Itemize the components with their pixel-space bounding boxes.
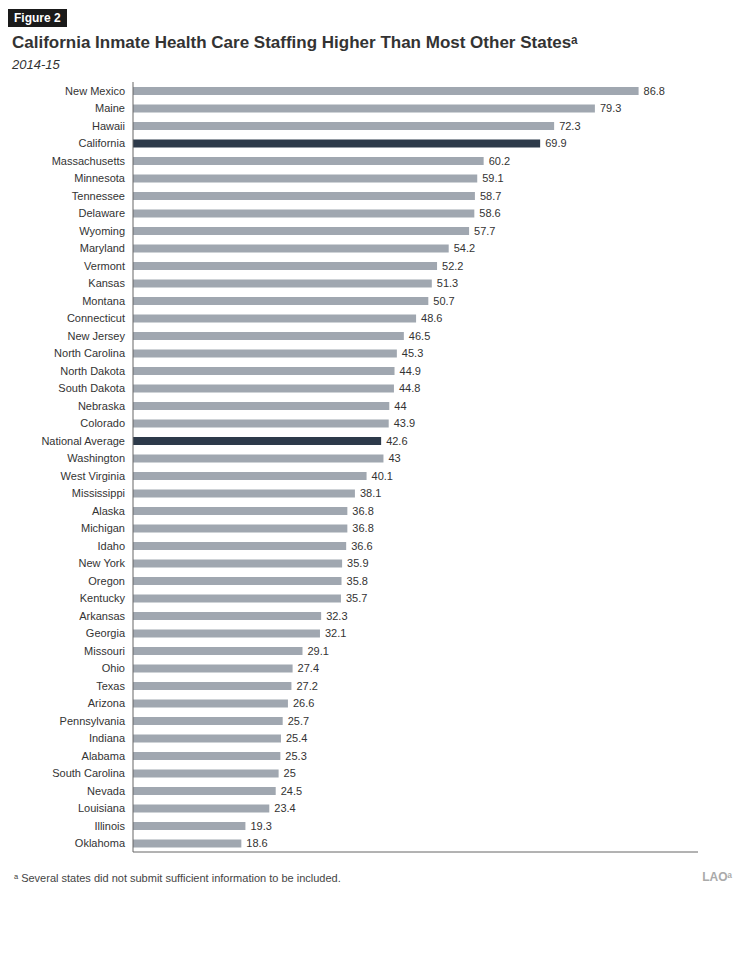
svg-text:18.6: 18.6 <box>246 837 267 849</box>
svg-text:Washington: Washington <box>67 452 125 464</box>
svg-text:48.6: 48.6 <box>421 312 442 324</box>
svg-text:52.2: 52.2 <box>442 260 463 272</box>
svg-text:51.3: 51.3 <box>437 277 458 289</box>
svg-text:23.4: 23.4 <box>274 802 295 814</box>
svg-text:Illinois: Illinois <box>94 820 125 832</box>
svg-text:Michigan: Michigan <box>81 522 125 534</box>
svg-text:Kansas: Kansas <box>88 277 125 289</box>
svg-text:National Average: National Average <box>41 435 125 447</box>
svg-text:Missouri: Missouri <box>84 645 125 657</box>
svg-text:Alabama: Alabama <box>82 750 126 762</box>
svg-text:Idaho: Idaho <box>97 540 125 552</box>
svg-text:59.1: 59.1 <box>482 172 503 184</box>
svg-text:Vermont: Vermont <box>84 260 125 272</box>
svg-text:79.3: 79.3 <box>600 102 621 114</box>
svg-text:43.9: 43.9 <box>394 417 415 429</box>
svg-text:South Carolina: South Carolina <box>52 767 126 779</box>
svg-text:Hawaii: Hawaii <box>92 120 125 132</box>
html-text:LAOᵃ: LAOᵃ <box>702 870 732 884</box>
svg-text:38.1: 38.1 <box>360 487 381 499</box>
svg-text:New York: New York <box>79 557 126 569</box>
svg-text:36.6: 36.6 <box>351 540 372 552</box>
svg-text:Georgia: Georgia <box>86 627 126 639</box>
svg-text:North Carolina: North Carolina <box>54 347 126 359</box>
html-text:2014-15: 2014-15 <box>12 57 60 72</box>
svg-text:Kentucky: Kentucky <box>80 592 126 604</box>
html-text:ᵃ Several states did not submi: ᵃ Several states did not submit sufficie… <box>14 872 341 884</box>
svg-text:Wyoming: Wyoming <box>79 225 125 237</box>
svg-text:Nebraska: Nebraska <box>78 400 126 412</box>
svg-text:35.9: 35.9 <box>347 557 368 569</box>
svg-text:60.2: 60.2 <box>489 155 510 167</box>
svg-text:Tennessee: Tennessee <box>72 190 125 202</box>
svg-text:44: 44 <box>394 400 406 412</box>
svg-text:Maine: Maine <box>95 102 125 114</box>
svg-text:44.9: 44.9 <box>400 365 421 377</box>
svg-text:24.5: 24.5 <box>281 785 302 797</box>
svg-text:58.6: 58.6 <box>479 207 500 219</box>
svg-text:West Virginia: West Virginia <box>61 470 126 482</box>
svg-text:58.7: 58.7 <box>480 190 501 202</box>
svg-text:Texas: Texas <box>96 680 125 692</box>
svg-text:43: 43 <box>388 452 400 464</box>
svg-text:Oklahoma: Oklahoma <box>75 837 126 849</box>
svg-text:Pennsylvania: Pennsylvania <box>60 715 126 727</box>
svg-text:Indiana: Indiana <box>89 732 126 744</box>
svg-text:Oregon: Oregon <box>88 575 125 587</box>
svg-text:Arkansas: Arkansas <box>79 610 125 622</box>
svg-text:Alaska: Alaska <box>92 505 126 517</box>
svg-text:69.9: 69.9 <box>545 137 566 149</box>
svg-text:Montana: Montana <box>82 295 126 307</box>
svg-text:29.1: 29.1 <box>308 645 329 657</box>
svg-text:54.2: 54.2 <box>454 242 475 254</box>
svg-text:44.8: 44.8 <box>399 382 420 394</box>
svg-text:Nevada: Nevada <box>87 785 126 797</box>
svg-text:North Dakota: North Dakota <box>60 365 126 377</box>
svg-text:35.7: 35.7 <box>346 592 367 604</box>
svg-text:Massachusetts: Massachusetts <box>52 155 126 167</box>
svg-text:36.8: 36.8 <box>352 505 373 517</box>
svg-text:32.1: 32.1 <box>325 627 346 639</box>
svg-text:72.3: 72.3 <box>559 120 580 132</box>
svg-text:25: 25 <box>284 767 296 779</box>
svg-text:19.3: 19.3 <box>250 820 271 832</box>
html-text:Figure 2: Figure 2 <box>14 11 61 25</box>
svg-text:Connecticut: Connecticut <box>67 312 125 324</box>
svg-text:46.5: 46.5 <box>409 330 430 342</box>
svg-text:45.3: 45.3 <box>402 347 423 359</box>
svg-text:27.2: 27.2 <box>296 680 317 692</box>
svg-text:25.7: 25.7 <box>288 715 309 727</box>
svg-text:36.8: 36.8 <box>352 522 373 534</box>
svg-text:25.3: 25.3 <box>285 750 306 762</box>
html-text:California Inmate Health Care: California Inmate Health Care Staffing H… <box>12 33 578 52</box>
svg-text:40.1: 40.1 <box>372 470 393 482</box>
svg-text:New Jersey: New Jersey <box>68 330 126 342</box>
svg-text:86.8: 86.8 <box>644 85 665 97</box>
svg-text:Mississippi: Mississippi <box>72 487 125 499</box>
svg-text:Minnesota: Minnesota <box>74 172 126 184</box>
svg-text:Arizona: Arizona <box>88 697 126 709</box>
svg-text:Maryland: Maryland <box>80 242 125 254</box>
svg-text:27.4: 27.4 <box>298 662 319 674</box>
svg-text:57.7: 57.7 <box>474 225 495 237</box>
svg-text:26.6: 26.6 <box>293 697 314 709</box>
svg-text:42.6: 42.6 <box>386 435 407 447</box>
svg-text:25.4: 25.4 <box>286 732 307 744</box>
svg-text:35.8: 35.8 <box>347 575 368 587</box>
svg-text:Colorado: Colorado <box>80 417 125 429</box>
svg-text:New Mexico: New Mexico <box>65 85 125 97</box>
svg-text:Delaware: Delaware <box>79 207 125 219</box>
svg-text:California: California <box>79 137 126 149</box>
svg-text:Louisiana: Louisiana <box>78 802 126 814</box>
svg-text:Ohio: Ohio <box>102 662 125 674</box>
svg-text:South Dakota: South Dakota <box>58 382 126 394</box>
svg-text:50.7: 50.7 <box>433 295 454 307</box>
svg-text:32.3: 32.3 <box>326 610 347 622</box>
